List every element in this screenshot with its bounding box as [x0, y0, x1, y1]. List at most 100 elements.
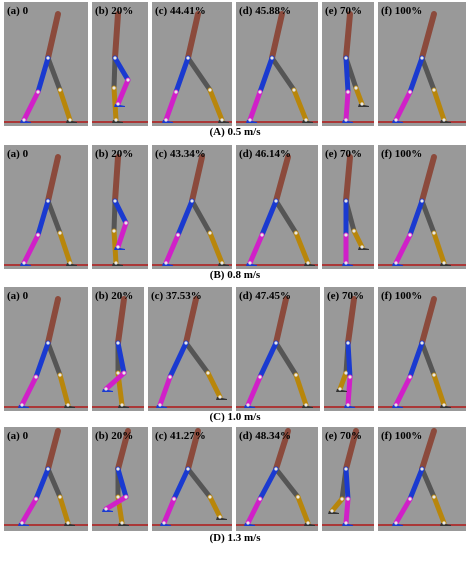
- trunk-segment: [343, 154, 353, 204]
- trunk-segment: [45, 11, 61, 61]
- joint-marker: [260, 233, 264, 237]
- thigh-segment-rear: [183, 340, 211, 376]
- joint-marker: [344, 467, 348, 471]
- joint-marker: [206, 371, 210, 375]
- panel-1: (a) 0: [4, 2, 88, 126]
- panel-label: (b) 20%: [95, 290, 133, 302]
- joint-marker: [58, 373, 62, 377]
- shank-segment-rear: [431, 494, 447, 526]
- thigh-segment-front: [112, 198, 129, 226]
- joint-marker: [248, 118, 252, 122]
- trunk-segment: [273, 296, 289, 346]
- joint-marker: [258, 375, 262, 379]
- shank-segment-rear: [293, 372, 309, 408]
- panel-2: (b) 20%: [92, 145, 148, 269]
- thigh-segment-rear: [189, 198, 213, 236]
- trunk-segment: [45, 428, 61, 472]
- joint-marker: [120, 403, 124, 407]
- joint-marker: [120, 521, 124, 525]
- panel-label: (c) 37.53%: [151, 290, 202, 302]
- joint-marker: [408, 233, 412, 237]
- thigh-segment-front: [407, 466, 425, 502]
- joint-marker: [122, 371, 126, 375]
- row-c-caption: (C) 1.0 m/s: [209, 411, 261, 423]
- joint-marker: [116, 371, 120, 375]
- thigh-segment-front: [33, 466, 51, 502]
- joint-marker: [66, 521, 70, 525]
- panel-1: (a) 0: [4, 287, 88, 411]
- joint-marker: [274, 199, 278, 203]
- thigh-segment-rear: [273, 466, 301, 500]
- panel-3: (c) 37.53%: [148, 287, 232, 411]
- panel-label: (f) 100%: [381, 148, 422, 160]
- shank-segment-rear: [207, 87, 225, 123]
- joint-marker: [162, 521, 166, 525]
- row-b: (a) 0 (b) 20% (c) 43.34% (d) 46.14% (e) 70% (…: [0, 143, 470, 284]
- joint-marker: [296, 495, 300, 499]
- joint-marker: [344, 371, 348, 375]
- trunk-segment: [273, 428, 291, 472]
- joint-marker: [306, 521, 310, 525]
- thigh-segment-rear: [45, 55, 63, 93]
- joint-marker: [174, 90, 178, 94]
- shank-segment-rear: [431, 230, 447, 266]
- trunk-segment: [45, 154, 61, 204]
- joint-marker: [340, 497, 344, 501]
- joint-marker: [66, 403, 70, 407]
- panel-6: (f) 100%: [378, 145, 466, 269]
- joint-marker: [304, 118, 308, 122]
- shank-segment-rear: [57, 230, 73, 266]
- thigh-segment-front: [407, 55, 425, 95]
- thigh-segment-rear: [419, 466, 437, 500]
- joint-marker: [274, 467, 278, 471]
- thigh-segment-front: [35, 198, 51, 238]
- joint-marker: [420, 467, 424, 471]
- thigh-segment-rear: [273, 340, 299, 378]
- joint-marker: [348, 375, 352, 379]
- joint-marker: [184, 341, 188, 345]
- joint-marker: [442, 403, 446, 407]
- shank-segment-rear: [57, 87, 73, 123]
- thigh-segment-rear: [273, 198, 299, 236]
- row-b-figure: (a) 0 (b) 20% (c) 43.34% (d) 46.14% (e) 70% (…: [0, 143, 470, 269]
- joint-marker: [394, 118, 398, 122]
- joint-marker: [432, 231, 436, 235]
- joint-marker: [306, 261, 310, 265]
- panel-2: (b) 20%: [92, 2, 148, 126]
- joint-marker: [34, 497, 38, 501]
- panel-label: (a) 0: [7, 290, 29, 302]
- joint-marker: [258, 90, 262, 94]
- panel-label: (f) 100%: [381, 5, 422, 17]
- thigh-segment-front: [167, 340, 189, 380]
- thigh-segment-rear: [185, 55, 213, 93]
- joint-marker: [292, 88, 296, 92]
- joint-marker: [58, 231, 62, 235]
- panel-label: (c) 44.41%: [155, 5, 206, 17]
- shank-segment-front: [393, 89, 413, 123]
- thigh-segment-rear: [45, 466, 63, 500]
- shank-segment-rear: [205, 370, 223, 400]
- row-d-caption: (D) 1.3 m/s: [209, 532, 261, 544]
- thigh-segment-front: [257, 55, 275, 95]
- trunk-segment: [345, 296, 357, 346]
- joint-marker: [344, 233, 348, 237]
- shank-segment-rear: [337, 370, 349, 392]
- shank-segment-front: [115, 77, 131, 107]
- thigh-segment-front: [407, 198, 425, 238]
- joint-marker: [168, 375, 172, 379]
- shank-segment-front: [245, 374, 263, 408]
- panel-label: (b) 20%: [95, 430, 133, 442]
- thigh-segment-front: [115, 466, 129, 500]
- joint-marker: [408, 90, 412, 94]
- trunk-segment: [185, 428, 201, 472]
- joint-marker: [116, 467, 120, 471]
- joint-marker: [218, 395, 222, 399]
- thigh-segment-front: [175, 198, 195, 238]
- thigh-segment-front: [259, 198, 279, 238]
- trunk-segment: [183, 296, 199, 346]
- trunk-segment: [112, 154, 121, 204]
- thigh-segment-rear: [269, 55, 297, 93]
- joint-marker: [270, 56, 274, 60]
- thigh-segment-rear: [45, 340, 63, 378]
- thigh-segment-rear: [419, 198, 437, 236]
